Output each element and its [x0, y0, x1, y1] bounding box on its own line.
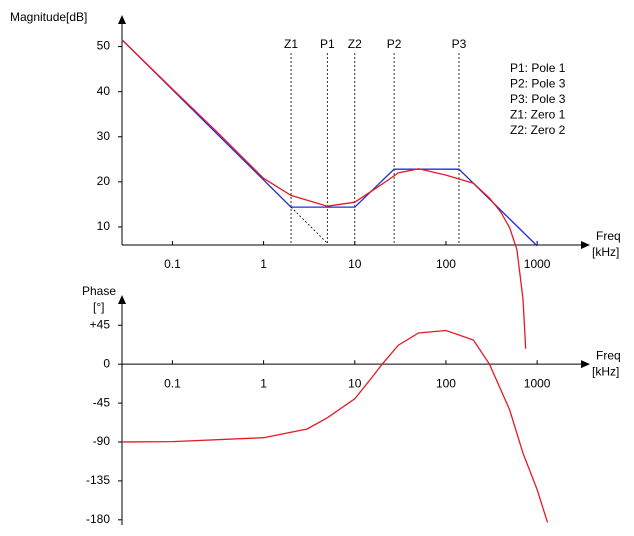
x-tick-label: 0.1	[164, 376, 181, 390]
x-tick-label: 1	[260, 257, 267, 271]
y-axis-arrow	[118, 15, 126, 24]
x-tick-label: 100	[436, 257, 456, 271]
y-tick-label: 30	[97, 129, 111, 143]
y-tick-label: +45	[90, 317, 111, 331]
x-tick-label: 1000	[524, 376, 551, 390]
x-axis-arrow	[581, 360, 590, 369]
x-axis-arrow	[581, 241, 590, 249]
legend-text: P2: Pole 3	[510, 77, 566, 91]
legend-text: Z2: Zero 2	[510, 123, 566, 137]
y-axis-label: Magnitude[dB]	[10, 10, 87, 24]
y-axis-label: Phase	[82, 284, 116, 298]
y-tick-label: -90	[93, 434, 111, 448]
legend-text: P1: Pole 1	[510, 61, 566, 75]
x-axis-label: [kHz]	[592, 245, 619, 259]
y-tick-label: 0	[103, 356, 110, 370]
marker-label: Z1	[284, 37, 298, 51]
x-tick-label: 100	[436, 376, 456, 390]
legend-text: P3: Pole 3	[510, 92, 566, 106]
y-tick-label: 10	[97, 219, 111, 233]
y-axis-label: [°]	[93, 300, 104, 314]
y-tick-label: -45	[93, 395, 111, 409]
x-tick-label: 10	[348, 257, 362, 271]
x-axis-label: Freq	[596, 229, 621, 243]
y-tick-label: 40	[97, 84, 111, 98]
y-tick-label: 20	[97, 174, 111, 188]
x-tick-label: 10	[348, 376, 362, 390]
marker-label: P2	[387, 37, 402, 51]
x-tick-label: 1000	[524, 257, 551, 271]
x-axis-label: [kHz]	[592, 364, 619, 378]
y-tick-label: -135	[86, 473, 110, 487]
series-line	[121, 39, 538, 247]
y-tick-label: -180	[86, 512, 110, 526]
y-tick-label: 50	[97, 39, 111, 53]
series-line	[290, 206, 328, 244]
legend-text: Z1: Zero 1	[510, 108, 566, 122]
x-tick-label: 0.1	[164, 257, 181, 271]
marker-label: Z2	[348, 37, 362, 51]
series-line	[121, 329, 549, 523]
marker-label: P3	[452, 37, 467, 51]
y-axis-arrow	[118, 295, 126, 304]
x-tick-label: 1	[260, 376, 267, 390]
series-line	[121, 39, 527, 349]
x-axis-label: Freq	[596, 348, 621, 362]
marker-label: P1	[320, 37, 335, 51]
